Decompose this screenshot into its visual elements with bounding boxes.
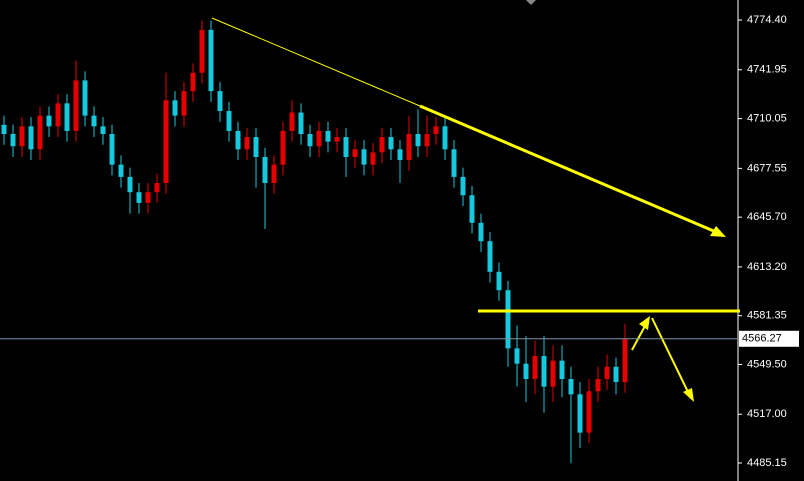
- y-tick-label: 4677.55: [747, 162, 787, 174]
- candle-body: [190, 72, 196, 92]
- candle-body: [559, 360, 565, 380]
- candle-body: [550, 360, 556, 387]
- arrow-line: [631, 325, 646, 351]
- candle-body: [244, 137, 250, 150]
- candle-body: [253, 137, 259, 157]
- candle-body: [10, 133, 16, 147]
- candle-body: [424, 133, 430, 147]
- candle-body: [325, 130, 331, 142]
- candle-body: [406, 133, 412, 161]
- last-price-box: [739, 330, 799, 347]
- candle-body: [28, 126, 34, 150]
- candle-body: [262, 156, 268, 183]
- candle-body: [181, 91, 187, 116]
- shift-marker: [526, 0, 536, 5]
- candle-body: [163, 100, 169, 183]
- candle-body: [343, 137, 349, 157]
- candle-body: [586, 391, 592, 433]
- candle-body: [37, 115, 43, 150]
- candle-body: [433, 126, 439, 134]
- last-price-label: 4566.27: [742, 333, 782, 345]
- candles: [1, 20, 628, 464]
- candle-body: [172, 100, 178, 116]
- candle-body: [217, 91, 223, 112]
- candle-body: [451, 149, 457, 177]
- candle-body: [109, 133, 115, 165]
- candle-body: [604, 366, 610, 380]
- y-tick-label: 4710.05: [747, 113, 787, 125]
- candle-body: [352, 149, 358, 157]
- candle-body: [127, 176, 133, 193]
- candle-body: [1, 124, 7, 134]
- candle-body: [397, 149, 403, 161]
- y-tick-label: 4581.35: [747, 310, 787, 322]
- candle-body: [118, 164, 124, 177]
- candle-body: [541, 356, 547, 387]
- candle-body: [19, 126, 25, 147]
- candle-body: [199, 29, 205, 73]
- candle-body: [487, 241, 493, 272]
- candle-body: [496, 271, 502, 291]
- candle-body: [478, 222, 484, 242]
- candle-body: [595, 379, 601, 392]
- candle-body: [136, 192, 142, 203]
- trend-line: [211, 17, 421, 107]
- candle-body: [379, 137, 385, 153]
- candle-body: [298, 112, 304, 134]
- arrow-head: [683, 388, 694, 402]
- y-tick-label: 4517.00: [747, 408, 787, 420]
- candle-body: [577, 394, 583, 433]
- candle-body: [154, 182, 160, 193]
- candle-body: [469, 195, 475, 223]
- candle-body: [505, 290, 511, 349]
- candle-body: [334, 137, 340, 142]
- y-tick-label: 4549.50: [747, 358, 787, 370]
- candle-body: [316, 130, 322, 147]
- candle-body: [226, 111, 232, 131]
- candle-body: [100, 126, 106, 134]
- trend-line: [419, 104, 717, 234]
- candle-body: [145, 192, 151, 203]
- y-tick-label: 4613.20: [747, 261, 787, 273]
- candle-body: [388, 137, 394, 150]
- candle-body: [289, 112, 295, 131]
- candle-body: [613, 366, 619, 383]
- y-tick-label: 4485.15: [747, 457, 787, 469]
- arrow-head: [639, 316, 650, 330]
- arrow-head: [710, 226, 726, 237]
- candle-body: [442, 126, 448, 150]
- drawings: [211, 17, 740, 402]
- candle-body: [46, 115, 52, 127]
- y-tick-label: 4741.95: [747, 64, 787, 76]
- candle-body: [307, 133, 313, 147]
- candle-body: [415, 133, 421, 147]
- candle-body: [271, 164, 277, 183]
- candle-body: [208, 29, 214, 92]
- candle-body: [64, 103, 70, 131]
- candle-body: [370, 152, 376, 165]
- arrow-line: [651, 317, 689, 393]
- y-tick-label: 4774.40: [747, 14, 787, 26]
- candle-body: [55, 103, 61, 127]
- candle-body: [514, 348, 520, 364]
- candle-body: [280, 130, 286, 165]
- candle-body: [622, 339, 628, 383]
- candle-body: [91, 115, 97, 127]
- candle-body: [460, 176, 466, 196]
- candle-body: [82, 80, 88, 116]
- candle-body: [532, 356, 538, 380]
- candle-body: [73, 80, 79, 131]
- candle-body: [235, 130, 241, 150]
- candle-body: [361, 149, 367, 165]
- candle-body: [523, 363, 529, 380]
- candle-body: [568, 379, 574, 395]
- y-tick-label: 4645.70: [747, 211, 787, 223]
